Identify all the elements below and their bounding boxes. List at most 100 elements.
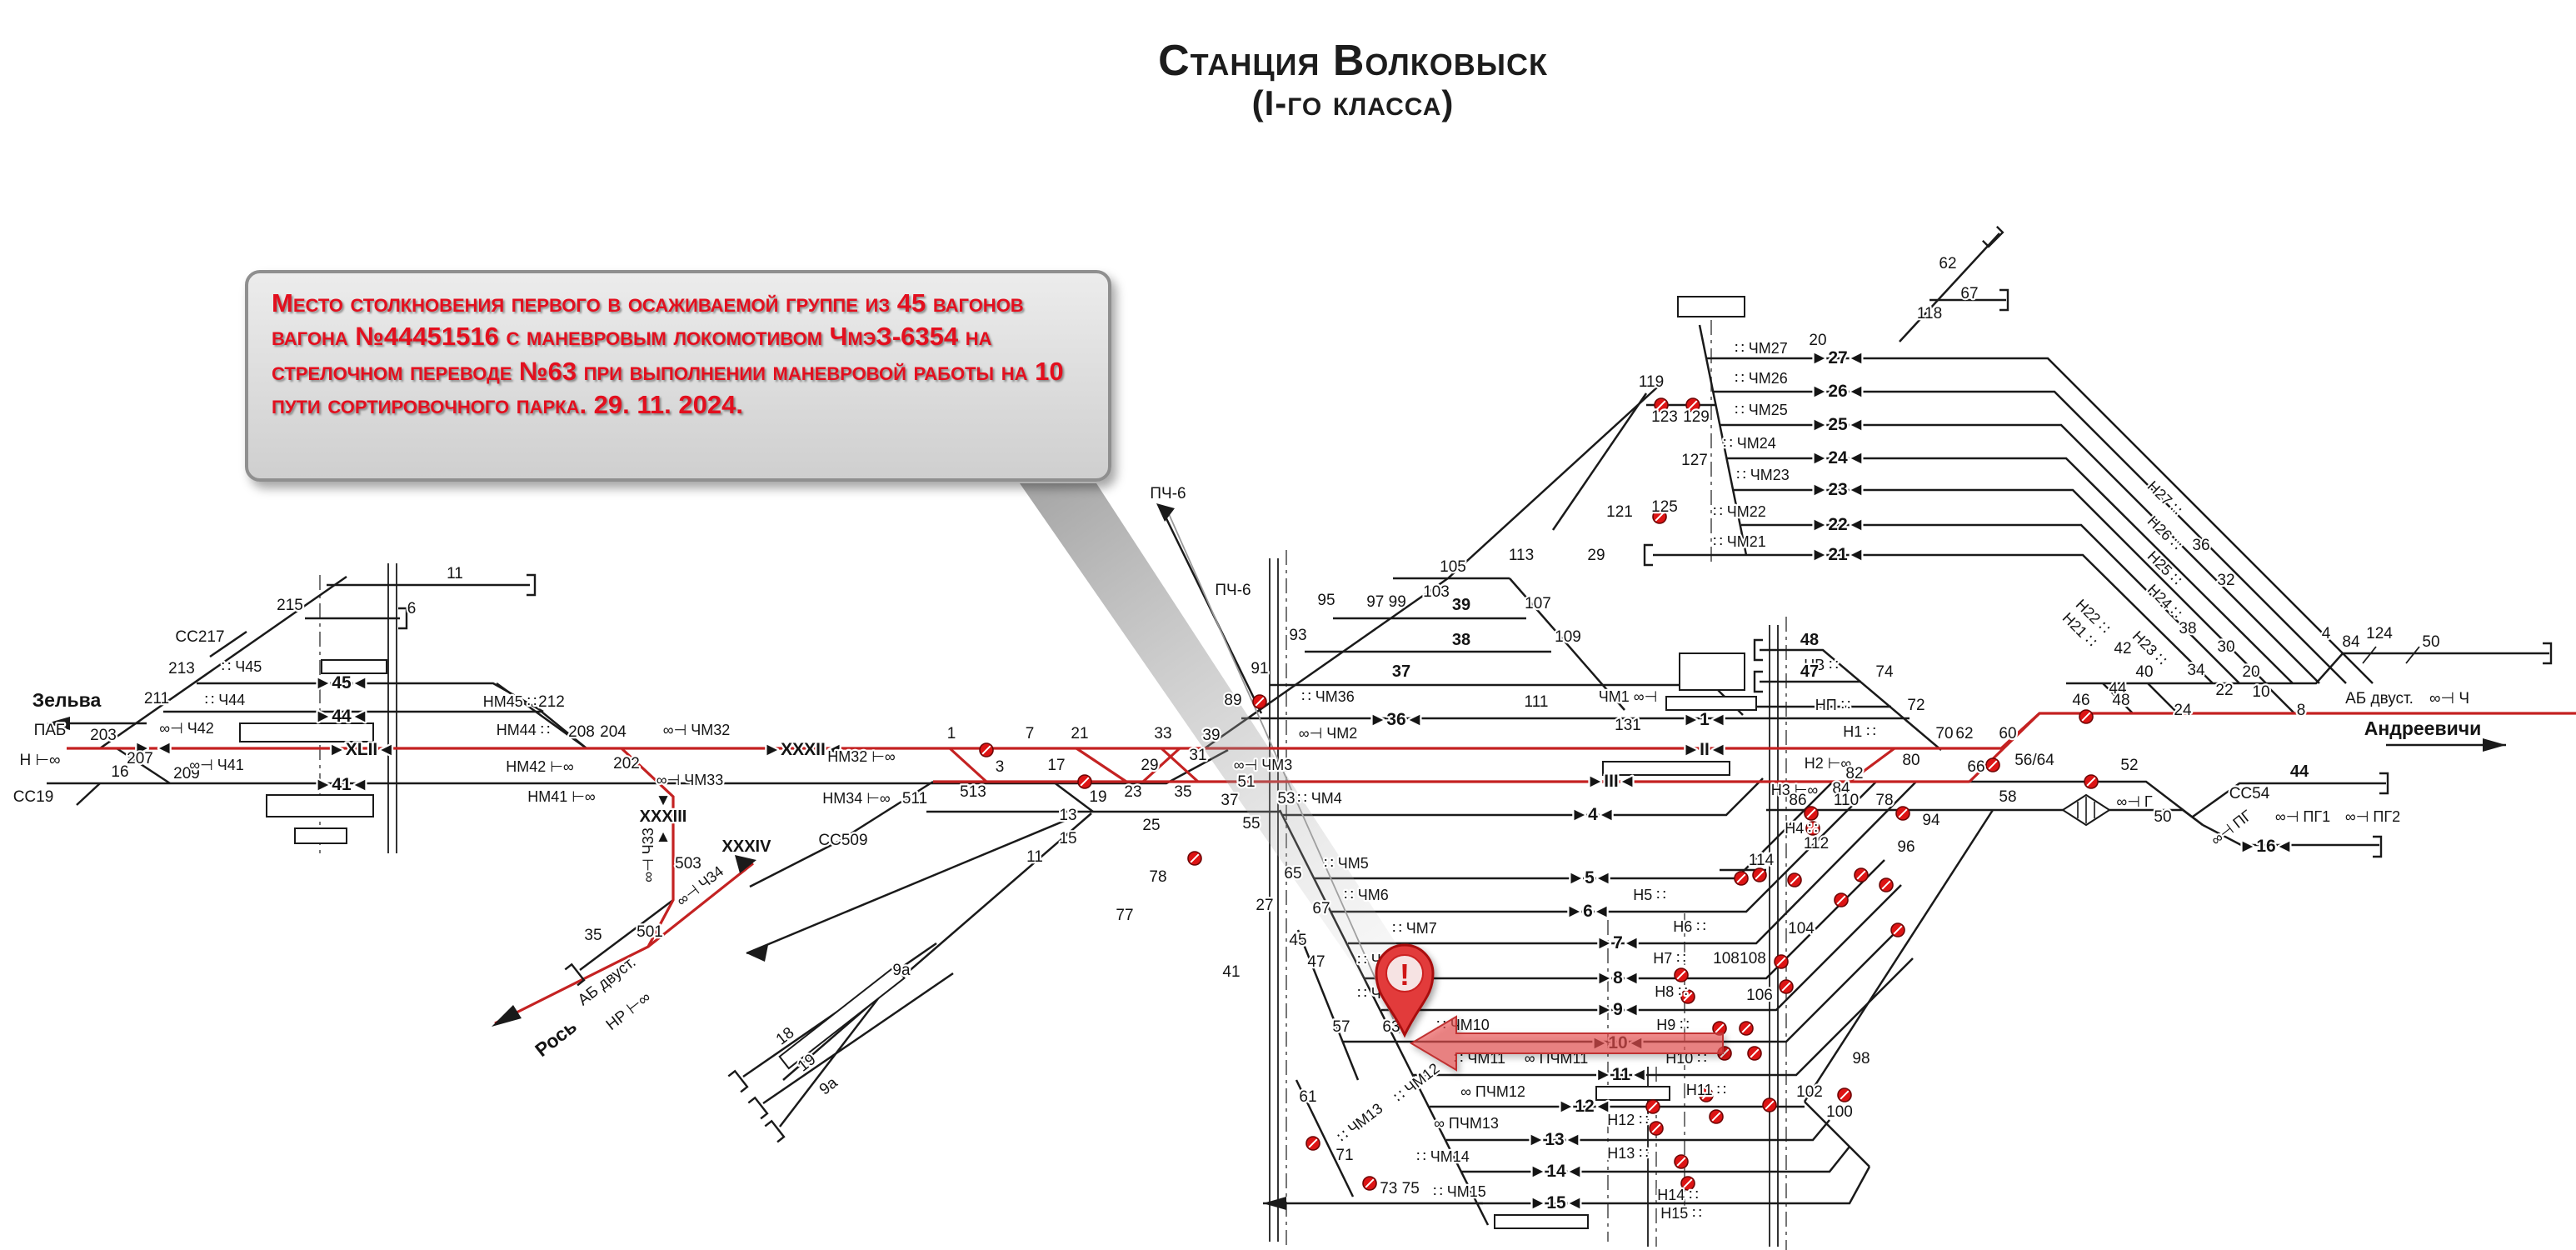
yard-left-arrow — [1263, 1197, 1286, 1210]
diagram-label: 91 — [1251, 660, 1268, 678]
diagram-label: 41 — [1222, 963, 1240, 981]
diagram-label: ►22◄ — [1811, 515, 1865, 534]
diagram-label: 24 — [2174, 702, 2192, 719]
diagram-label: Н14 ∷ — [1657, 1187, 1698, 1203]
diagram-label: 48 — [1800, 631, 1819, 649]
occupied-section-dot — [1734, 871, 1749, 886]
diagram-label: 121 — [1606, 503, 1633, 521]
diagram-label: ∷ ЧМ4 — [1297, 790, 1341, 807]
diagram-label: 74 — [1875, 663, 1894, 681]
diagram-label: Н9 ∷ — [1656, 1017, 1689, 1033]
occupied-section-dot — [2079, 709, 2094, 724]
diagram-label: СС54 — [2229, 785, 2270, 802]
diagram-label: 9а — [816, 1074, 841, 1099]
diagram-label: 212 — [538, 693, 565, 711]
diagram-label: 62 — [1955, 725, 1973, 742]
diagram-label: СС509 — [818, 832, 867, 849]
occupied-section-dot — [1680, 1176, 1695, 1191]
diagram-label: Н8 ∷ — [1655, 983, 1687, 1000]
diagram-label: 15 — [1059, 830, 1076, 848]
diagram-label: ∷ ЧМ36 — [1301, 688, 1354, 705]
diagram-label: 108 — [1713, 950, 1740, 968]
diagram-label: Н7 ∷ — [1653, 950, 1685, 967]
diagram-label: 123 — [1651, 408, 1678, 426]
diagram-label: 55 — [1242, 815, 1260, 832]
diagram-label: Н3 ⊢∞ — [1771, 782, 1819, 798]
diagram-label: 11 — [1026, 848, 1043, 866]
diagram-label: 118 — [1917, 305, 1942, 322]
diagram-label: ► ◄ — [133, 738, 172, 758]
xxxiv-arrow — [735, 855, 756, 873]
diagram-label: 60 — [1999, 725, 2016, 742]
diagram-label: 16 — [111, 763, 128, 781]
occupied-section-dot — [1645, 1099, 1660, 1114]
diagram-label: 58 — [1999, 788, 2016, 806]
diagram-label: 203 — [90, 727, 117, 744]
diagram-label: СС19 — [13, 788, 54, 806]
diagram-label: 109 — [1555, 628, 1581, 646]
diagram-label: 114 — [1749, 852, 1775, 869]
main-route-red-lines — [67, 712, 2576, 1025]
diagram-label: 42 — [2114, 640, 2131, 658]
diagram-label: 127 — [1681, 452, 1708, 469]
occupied-section-dot — [1985, 758, 2000, 772]
diagram-label: ∞⊣ Ч41 — [189, 757, 244, 773]
diagram-label: Рось — [531, 1015, 581, 1061]
diagram-label: ∷ ЧМ6 — [1344, 887, 1388, 903]
diagram-label: 36 — [2192, 537, 2209, 554]
diagram-label: Н5 ∷ — [1633, 887, 1665, 903]
diagram-label: ∞⊣ ЧМ3 — [1234, 757, 1293, 773]
diagram-label: 10 — [2252, 683, 2269, 701]
diagram-label: 67 — [1960, 285, 1978, 302]
diagram-label: 209 — [173, 765, 200, 782]
diagram-label: ►14◄ — [1530, 1162, 1584, 1181]
diagram-label: 80 — [1902, 752, 1920, 769]
diagram-label: 65 — [1284, 865, 1301, 882]
diagram-label: 86 — [1789, 792, 1806, 809]
diagram-label: 52 — [2120, 757, 2138, 774]
diagram-label: Н6 ∷ — [1673, 918, 1705, 935]
occupied-section-dot — [1837, 1088, 1852, 1102]
diagram-label: Н11 ∷ — [1686, 1082, 1726, 1098]
diagram-label: Н12 ∷ — [1607, 1112, 1648, 1128]
occupied-section-dot — [1774, 954, 1789, 969]
occupied-section-dot — [1739, 1021, 1754, 1036]
diagram-label: 47 — [1800, 662, 1819, 681]
diagram-label: 53 — [1277, 790, 1295, 808]
diagram-label: ►1◄ — [1682, 710, 1726, 729]
diagram-label: 22 — [2215, 682, 2233, 699]
diagram-label: ∷ ЧМ15 — [1433, 1183, 1485, 1200]
diagram-label: 48 — [2112, 692, 2129, 709]
diagram-label: ►16◄ — [2239, 837, 2294, 856]
diagram-label: 131 — [1615, 717, 1641, 734]
diagram-label: Зельва — [32, 689, 102, 711]
diagram-label: ►II◄ — [1682, 740, 1726, 759]
incident-callout-text: Место столкновения первого в осаживаемой… — [272, 290, 1064, 421]
occupied-section-dot — [1787, 872, 1802, 888]
occupied-section-dot — [1680, 989, 1695, 1004]
diagram-label: ∷ ЧМ27 — [1735, 340, 1787, 357]
collision-pin: ! — [1375, 943, 1435, 1038]
diagram-label: 503 — [675, 855, 701, 872]
diagram-label: ►8◄ — [1595, 968, 1640, 988]
diagram-label: Н1 ∷ — [1843, 723, 1875, 740]
occupied-section-dot — [1252, 694, 1267, 709]
diagram-label: 207 — [127, 750, 153, 768]
diagram-label: 57 — [1332, 1018, 1350, 1036]
diagram-label: НВ ∷ — [1804, 657, 1838, 673]
incident-callout: Место столкновения первого в осаживаемой… — [245, 270, 1111, 482]
diagram-label: 93 — [1289, 627, 1306, 644]
diagram-label: 104 — [1788, 920, 1815, 938]
diagram-label: 105 — [1440, 558, 1466, 576]
diagram-label: 19 — [1089, 788, 1106, 806]
diagram-label: Н ⊢∞ — [19, 752, 60, 769]
diagram-label: ∞⊣ ПГ1 — [2275, 808, 2330, 825]
diagram-label: Н26 ∷ — [2144, 512, 2185, 553]
diagram-label: 98 — [1852, 1050, 1870, 1068]
diagram-label: Н2 ⊢∞ — [1805, 755, 1852, 772]
diagram-label: XXXIII — [640, 808, 687, 826]
station-axis-lines — [319, 320, 1787, 1250]
collision-highlight-arrow — [1410, 1015, 1724, 1072]
